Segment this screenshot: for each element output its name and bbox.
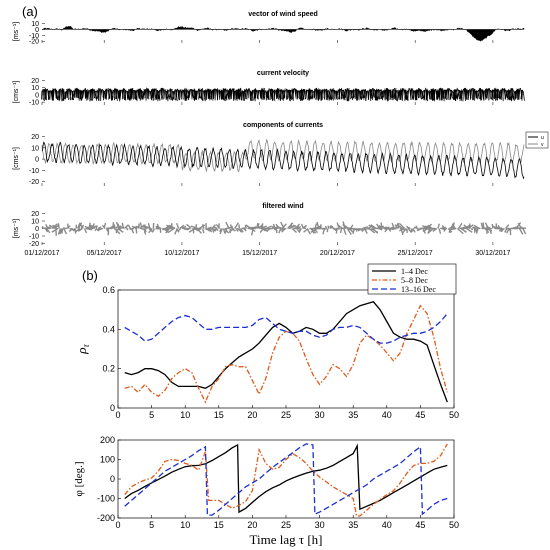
x-tick-label: 35 bbox=[348, 520, 358, 530]
y-tick-label: -20 bbox=[29, 179, 39, 186]
x-tick-label: 45 bbox=[415, 410, 425, 420]
x-tick-label: 15 bbox=[214, 520, 224, 530]
legend-box bbox=[525, 131, 549, 149]
x-tick-label: 30 bbox=[315, 520, 325, 530]
y-tick-label: 10 bbox=[31, 219, 39, 226]
y-tick-label: 20 bbox=[31, 78, 39, 85]
y-tick-label: 0.2 bbox=[102, 364, 115, 374]
series-line-1 bbox=[124, 443, 448, 517]
subplot-title: filtered wind bbox=[262, 203, 303, 210]
y-axis-label: [ms⁻¹] bbox=[13, 219, 20, 238]
x-tick-label: 30 bbox=[315, 410, 325, 420]
x-tick-label: 20/12/2017 bbox=[320, 250, 355, 257]
y-tick-label: -10 bbox=[29, 100, 39, 107]
y-tick-label: 0 bbox=[110, 403, 115, 413]
x-tick-label: 01/12/2017 bbox=[24, 250, 59, 257]
y-tick-label: -100 bbox=[97, 494, 115, 504]
series-line-0 bbox=[124, 443, 448, 514]
x-tick-label: 25/12/2017 bbox=[398, 250, 433, 257]
panel-label-a: (a) bbox=[22, 4, 38, 19]
subplot-b2: 0 5 10 15 20 25 30 35 40 45 50 -200 -100 0 100 200 φ [de… bbox=[73, 435, 459, 547]
y-axis-label: ρτ bbox=[74, 343, 91, 354]
x-tick-label: 05/12/2017 bbox=[87, 250, 122, 257]
x-tick-label: 5 bbox=[149, 410, 154, 420]
x-tick-label: 15 bbox=[214, 410, 224, 420]
y-tick-label: -20 bbox=[29, 241, 39, 248]
x-tick-label: 10 bbox=[180, 410, 190, 420]
y-tick-label: 10 bbox=[31, 21, 39, 28]
y-tick-label: -10 bbox=[29, 33, 39, 40]
subplot-title: current velocity bbox=[257, 70, 309, 77]
y-tick-label: -200 bbox=[97, 513, 115, 523]
subplot-title: components of currents bbox=[243, 122, 323, 129]
y-tick-label: 20 bbox=[31, 134, 39, 141]
subplot-a3: components of currents [cms⁻¹] -20 -10 0 10 20… bbox=[13, 122, 549, 186]
series-line-0 bbox=[124, 301, 448, 403]
x-tick-label: 40 bbox=[382, 410, 392, 420]
y-tick-label: 0 bbox=[35, 226, 39, 233]
x-tick-label: 10 bbox=[180, 520, 190, 530]
wind-vector-series bbox=[41, 25, 525, 42]
series-line-2 bbox=[124, 313, 448, 344]
y-tick-label: 0 bbox=[35, 27, 39, 34]
x-tick-label: 5 bbox=[149, 520, 154, 530]
y-tick-label: 0.6 bbox=[102, 285, 115, 295]
legend-label-0: 1–4 Dec bbox=[401, 267, 428, 276]
plots-container: vector of wind speed[ms⁻¹]-20-10010curre… bbox=[13, 11, 549, 547]
current-velocity-series bbox=[41, 87, 525, 102]
x-tick-label: 50 bbox=[449, 520, 459, 530]
x-tick-label: 10/12/2017 bbox=[164, 250, 199, 257]
x-tick-label: 0 bbox=[115, 520, 120, 530]
subplot-b1: 0 5 10 15 20 25 30 35 40 45 50 0 0.2 0.4 0.6 ρτ 1–4 Dec5… bbox=[74, 263, 459, 420]
legend-label-u: u bbox=[541, 135, 544, 141]
y-tick-label: 10 bbox=[31, 85, 39, 92]
series-line-1 bbox=[124, 304, 448, 404]
y-tick-label: 200 bbox=[100, 435, 115, 445]
x-tick-label: 45 bbox=[415, 520, 425, 530]
y-axis-label: [ms⁻¹] bbox=[13, 22, 20, 41]
x-tick-label: 20 bbox=[247, 410, 257, 420]
legend-label-1: 5–8 Dec bbox=[401, 276, 428, 285]
series-line-2 bbox=[124, 443, 448, 516]
x-tick-label: 50 bbox=[449, 410, 459, 420]
y-tick-label: -10 bbox=[29, 234, 39, 241]
y-axis-label: [cms⁻¹] bbox=[13, 81, 20, 104]
x-tick-label: 35 bbox=[348, 410, 358, 420]
x-tick-label: 30/12/2017 bbox=[475, 250, 510, 257]
x-axis-label: Time lag τ [h] bbox=[250, 532, 323, 547]
subplot-title: vector of wind speed bbox=[248, 11, 318, 18]
legend-label-v: v bbox=[541, 142, 544, 148]
y-tick-label: -10 bbox=[29, 168, 39, 175]
axes-frame bbox=[117, 289, 455, 409]
y-tick-label: 0.4 bbox=[102, 324, 115, 334]
panel-label-b: (b) bbox=[82, 268, 98, 283]
y-tick-label: 0 bbox=[35, 157, 39, 164]
y-tick-label: -20 bbox=[29, 39, 39, 46]
x-tick-label: 25 bbox=[281, 410, 291, 420]
filtered-wind-series bbox=[41, 221, 527, 236]
x-tick-label: 25 bbox=[281, 520, 291, 530]
x-tick-label: 40 bbox=[382, 520, 392, 530]
series-u bbox=[41, 141, 525, 180]
y-tick-label: 20 bbox=[31, 211, 39, 218]
y-tick-label: 100 bbox=[100, 455, 115, 465]
y-tick-label: 0 bbox=[110, 474, 115, 484]
x-tick-label: 20 bbox=[247, 520, 257, 530]
legend-label-2: 13–16 Dec bbox=[401, 285, 436, 294]
series-v bbox=[41, 138, 525, 173]
y-axis-label: φ [deg.] bbox=[73, 461, 85, 496]
y-axis-label: [cms⁻¹] bbox=[13, 147, 20, 170]
x-tick-label: 0 bbox=[115, 410, 120, 420]
x-tick-label: 15/12/2017 bbox=[242, 250, 277, 257]
y-tick-label: 0 bbox=[35, 92, 39, 99]
y-tick-label: 10 bbox=[31, 145, 39, 152]
